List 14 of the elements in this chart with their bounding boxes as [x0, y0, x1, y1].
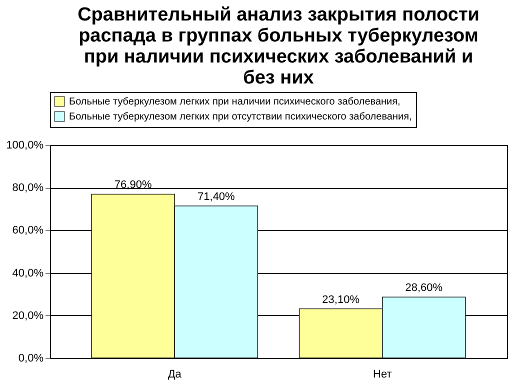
data-label: 71,40%: [198, 190, 236, 203]
data-label: 23,10%: [322, 294, 360, 306]
x-tick-label: Нет: [372, 368, 392, 380]
x-tick-label: Да: [168, 368, 182, 380]
y-tick-label: 60,0%: [12, 224, 44, 237]
legend-label: Больные туберкулезом легких при отсутствии психического заболевания,: [69, 112, 412, 122]
data-label: 28,60%: [405, 282, 443, 294]
y-tick-label: 80,0%: [12, 182, 44, 194]
legend-label: Больные туберкулезом легких при наличии психического заболевания,: [69, 96, 400, 108]
y-tick-label: 0,0%: [18, 352, 44, 364]
chart-title: Сравнительный анализ закрытия полости распада в группах больных туберкулезом при наличии психических заболеваний и без них: [78, 4, 480, 88]
y-tick-label: 20,0%: [12, 310, 44, 322]
y-tick-label: 100,0%: [6, 140, 44, 152]
y-tick-label: 40,0%: [12, 267, 44, 280]
